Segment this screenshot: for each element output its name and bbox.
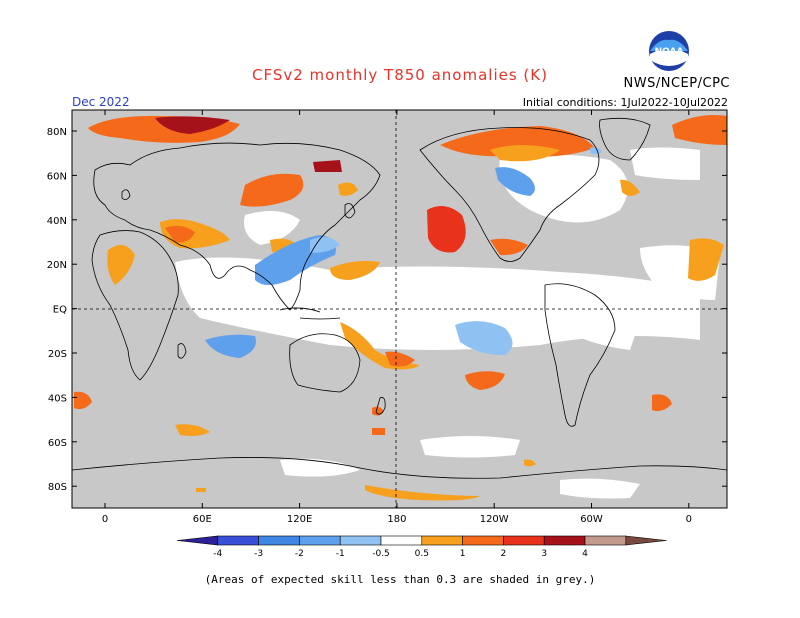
lon-tick-label: 120W [480,514,509,525]
colorbar-tick-label: 1 [460,549,466,559]
lon-tick-label: 120E [287,514,312,525]
agency-label: NWS/NCEP/CPC [623,76,730,91]
lat-tick-label: 80S [48,482,67,493]
chart-title: CFSv2 monthly T850 anomalies (K) [252,66,548,84]
lat-tick-label: EQ [53,305,67,316]
colorbar-segment [217,535,259,546]
lat-tick-label: 60N [47,171,67,182]
colorbar-segment [176,535,219,546]
lat-tick-label: 40N [47,216,67,227]
lat-tick-label: 60S [48,438,67,449]
longitude-axis: 0 60E 120E 180 120W 60W 0 [102,110,692,525]
lon-tick-label: 180 [387,514,406,525]
colorbar-segment [380,535,423,546]
coastlines [72,117,727,479]
colorbar-tick-label: -4 [213,549,222,559]
colorbar-segment [625,535,667,546]
colorbar-tick-label: 3 [541,549,547,559]
colorbar-segment [299,535,341,546]
logo-text: NOAA [655,47,684,57]
lon-tick-label: 0 [102,514,108,525]
valid-month: Dec 2022 [72,95,130,109]
initial-conditions: Initial conditions: 1Jul2022-10Jul2022 [522,96,728,109]
colorbar-segment [584,535,627,546]
lat-tick-label: 80N [47,127,67,138]
cold-anomalies [205,147,602,358]
colorbar-segment [543,535,586,546]
colorbar-segment [503,535,545,546]
colorbar-tick-label: -0.5 [372,549,390,559]
warm-anomalies [74,115,727,501]
colorbar-segment [421,535,463,546]
lon-tick-label: 60E [193,514,212,525]
lat-tick-label: 20N [47,260,67,271]
footnote: (Areas of expected skill less than 0.3 a… [204,573,596,586]
colorbar-segment [258,535,300,546]
colorbar-segment [462,535,504,546]
lon-tick-label: 0 [686,514,692,525]
lon-tick-label: 60W [580,514,603,525]
colorbar-tick-label: -3 [254,549,263,559]
lat-tick-label: 40S [48,393,67,404]
colorbar: -4 -3 -2 -1 -0.5 0.5 1 2 3 4 [176,535,667,559]
colorbar-tick-label: 2 [501,549,507,559]
near-zero-regions [175,147,720,499]
colorbar-tick-label: 4 [582,549,588,559]
lat-tick-label: 20S [48,349,67,360]
colorbar-tick-label: 0.5 [415,549,429,559]
colorbar-tick-label: -1 [336,549,345,559]
noaa-logo: NOAA [648,30,690,72]
colorbar-tick-label: -2 [295,549,304,559]
colorbar-segment [339,535,382,546]
latitude-axis: 80N 60N 40N 20N EQ 20S 40S 60S 80S [47,127,727,493]
